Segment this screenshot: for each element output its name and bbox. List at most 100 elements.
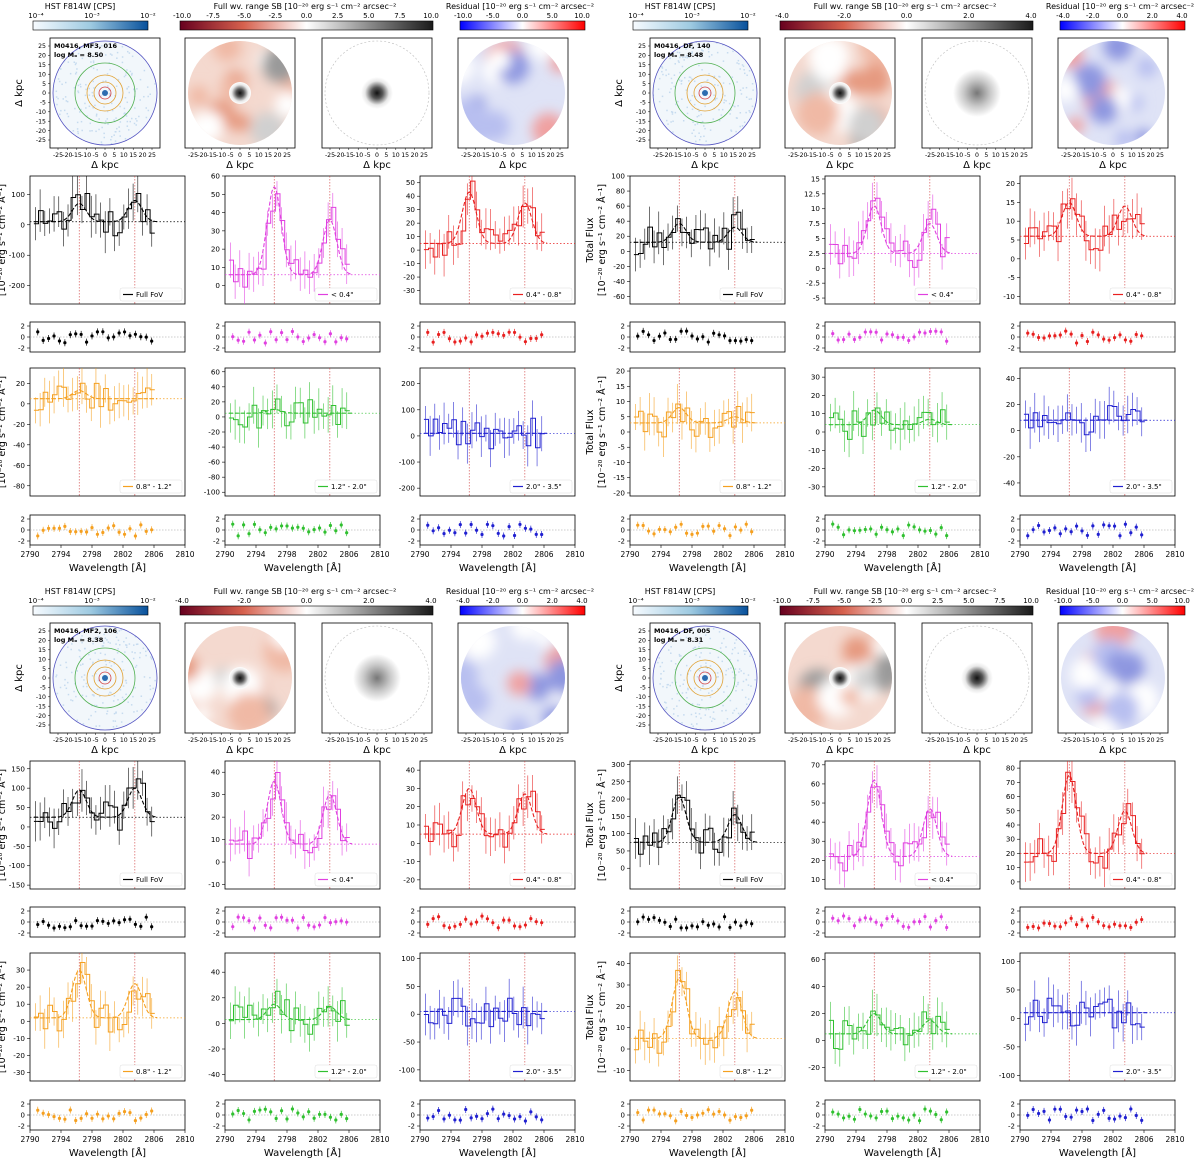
legend: 0.8" - 1.2": [119, 479, 183, 494]
residual-point: [263, 341, 267, 345]
x-tick-label: -10: [489, 152, 499, 159]
noise-pixel: [100, 95, 102, 97]
noise-pixel: [106, 85, 109, 87]
y-tick-label: -2: [213, 345, 220, 353]
x-tick-label: -5: [693, 152, 699, 159]
residual-point: [641, 329, 645, 333]
x-tick-label: 2794: [441, 1135, 460, 1144]
noise-pixel: [129, 70, 132, 73]
x-tick-label: 15: [264, 737, 272, 744]
noise-pixel: [692, 647, 694, 650]
residual-point: [652, 916, 656, 920]
x-tick-label: 20: [1147, 152, 1155, 159]
residual-point: [247, 1118, 251, 1122]
spectrum-data: [423, 997, 545, 1028]
spectrum-data: [423, 417, 545, 450]
y-tick-label: 20: [38, 53, 46, 60]
noise-pixel: [676, 51, 679, 54]
residual-point: [426, 1116, 430, 1120]
residual-point: [679, 329, 683, 333]
x-tick-label: -10: [489, 737, 499, 744]
x-axis-label: Wavelength [Å]: [669, 561, 746, 574]
residual-point: [636, 523, 640, 527]
noise-pixel: [725, 139, 728, 141]
residual-point: [852, 337, 857, 342]
sb-blob: [811, 47, 848, 83]
residual-point: [133, 332, 137, 336]
x-tick-label: -15: [944, 737, 954, 744]
noise-pixel: [125, 682, 128, 684]
y-tick-label: 15: [616, 382, 625, 391]
residual-colorbar-tick: 4.0: [1176, 12, 1187, 20]
noise-pixel: [707, 708, 710, 711]
noise-pixel: [700, 113, 702, 116]
residual-point: [117, 920, 121, 925]
sb-colorbar-tick: 4.0: [1025, 12, 1036, 20]
x-tick-label: 2794: [846, 1135, 865, 1144]
noise-pixel: [723, 99, 726, 101]
residual-point: [1053, 924, 1057, 928]
y-tick-label: 0: [215, 1019, 220, 1028]
legend-label: 1.2" - 2.0": [931, 483, 967, 491]
residual-point: [453, 924, 457, 928]
x-tick-label: 25: [420, 152, 428, 159]
noise-pixel: [681, 79, 683, 82]
sb-colorbar-tick: 4.0: [425, 597, 436, 605]
residual-point: [290, 1107, 295, 1111]
noise-pixel: [721, 108, 724, 111]
noise-pixel: [91, 704, 93, 707]
noise-pixel: [119, 105, 121, 108]
spectrum-data: [1023, 198, 1145, 251]
legend-label: 0.8" - 1.2": [136, 1068, 172, 1076]
noise-pixel: [112, 700, 115, 702]
residual-point: [106, 336, 110, 340]
x-tick-label: 2810: [175, 1135, 194, 1144]
noise-pixel: [108, 62, 111, 64]
residual-point: [636, 334, 640, 338]
x-tick-label: -5: [365, 737, 371, 744]
y-tick-label: 40: [406, 192, 416, 201]
noise-pixel: [131, 651, 133, 653]
residual-point: [722, 527, 727, 531]
noise-pixel: [667, 123, 669, 125]
residual-point: [1037, 523, 1041, 528]
residual-point: [63, 926, 67, 930]
x-tick-label: 25: [283, 152, 291, 159]
y-axis-label: Δ kpc: [14, 664, 25, 692]
noise-pixel: [661, 70, 663, 73]
y-tick-label: -30: [403, 286, 415, 295]
y-axis-label: [10⁻²⁰ erg s⁻¹ cm⁻² Å⁻¹]: [0, 184, 8, 296]
x-tick-label: 10: [720, 152, 728, 159]
x-tick-label: 0: [511, 737, 515, 744]
residual-point: [1102, 924, 1106, 928]
noise-pixel: [142, 647, 145, 650]
residual-point: [879, 1109, 884, 1114]
noise-pixel: [663, 670, 665, 672]
noise-pixel: [110, 691, 112, 694]
y-tick-label: 0: [411, 1112, 415, 1120]
noise-pixel: [685, 664, 688, 667]
colorbars: HST F814W [CPS] Full wv. range SB [10⁻²⁰ …: [628, 587, 1194, 616]
residual-point: [1058, 333, 1062, 337]
residual-point: [106, 526, 110, 530]
x-tick-label: 2794: [246, 550, 265, 559]
galaxy-core: [702, 675, 708, 681]
y-tick-label: 200: [401, 379, 415, 388]
x-tick-label: 2790: [815, 550, 834, 559]
residual-point: [285, 1117, 289, 1121]
x-tick-label: -20: [1070, 152, 1080, 159]
noise-pixel: [77, 52, 80, 55]
plot-frame: [1019, 175, 1176, 305]
noise-pixel: [669, 57, 671, 60]
residual-colorbar: [459, 20, 586, 31]
noise-pixel: [738, 668, 741, 670]
noise-pixel: [723, 722, 725, 724]
residual-point: [128, 917, 132, 921]
spectrum-data: [633, 794, 755, 855]
residual-point: [529, 1110, 533, 1114]
y-tick-label: 10: [38, 71, 46, 78]
sb-colorbar: [779, 20, 1034, 31]
sb-blob: [233, 113, 252, 132]
